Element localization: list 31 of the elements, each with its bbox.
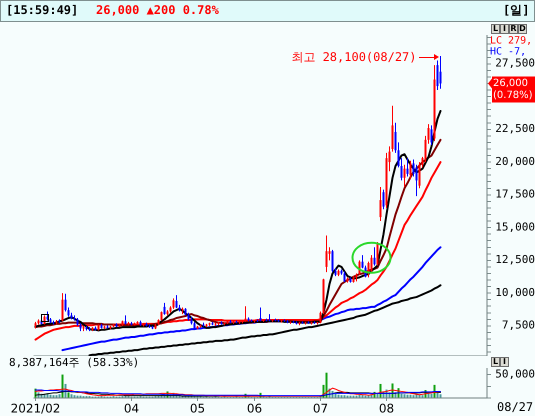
y-tick-label: 15,000 — [495, 220, 535, 234]
x-tick-label: 06 — [246, 401, 262, 416]
text: 26,000 — [493, 78, 528, 90]
text: HC -7, — [490, 46, 526, 58]
chart-title: [15:59:49] — [6, 3, 78, 17]
x-tick-label: 2021/02 — [10, 401, 60, 416]
letter-button: L — [491, 24, 500, 34]
y-tick-label: 12,500 — [495, 253, 535, 266]
x-tick-label: 08 — [378, 401, 394, 416]
x-tick-label: 04 — [124, 401, 140, 416]
y-tick-label: 17,500 — [495, 188, 535, 201]
letter-button: I — [500, 24, 509, 34]
letter-button: R — [509, 24, 518, 34]
letter-button: D — [518, 24, 527, 34]
annotation: 최고 28,100(08/27) — [291, 50, 416, 64]
text: 08/27 — [497, 400, 534, 414]
text: [일] — [503, 3, 530, 17]
text: LC 279, — [490, 36, 532, 47]
y-tick-label: 20,000 — [495, 154, 535, 168]
chart-subtitle: 26,000 ▲200 0.78% — [96, 3, 219, 17]
y-tick-label: 27,500 — [495, 56, 535, 70]
letter-button: L — [491, 357, 500, 367]
text: (0.78%) — [493, 90, 533, 102]
x-tick-label: 05 — [190, 401, 206, 416]
y-tick-label: 10,000 — [495, 286, 535, 299]
y-tick-label: 22,500 — [495, 122, 535, 136]
y-tick-label: 7,500 — [502, 318, 535, 332]
text: 8,387,164주 (58.33%) — [9, 356, 140, 369]
y-tick-label: 50,000 — [495, 367, 535, 380]
x-tick-label: 07 — [312, 401, 328, 416]
letter-button: I — [500, 357, 509, 367]
